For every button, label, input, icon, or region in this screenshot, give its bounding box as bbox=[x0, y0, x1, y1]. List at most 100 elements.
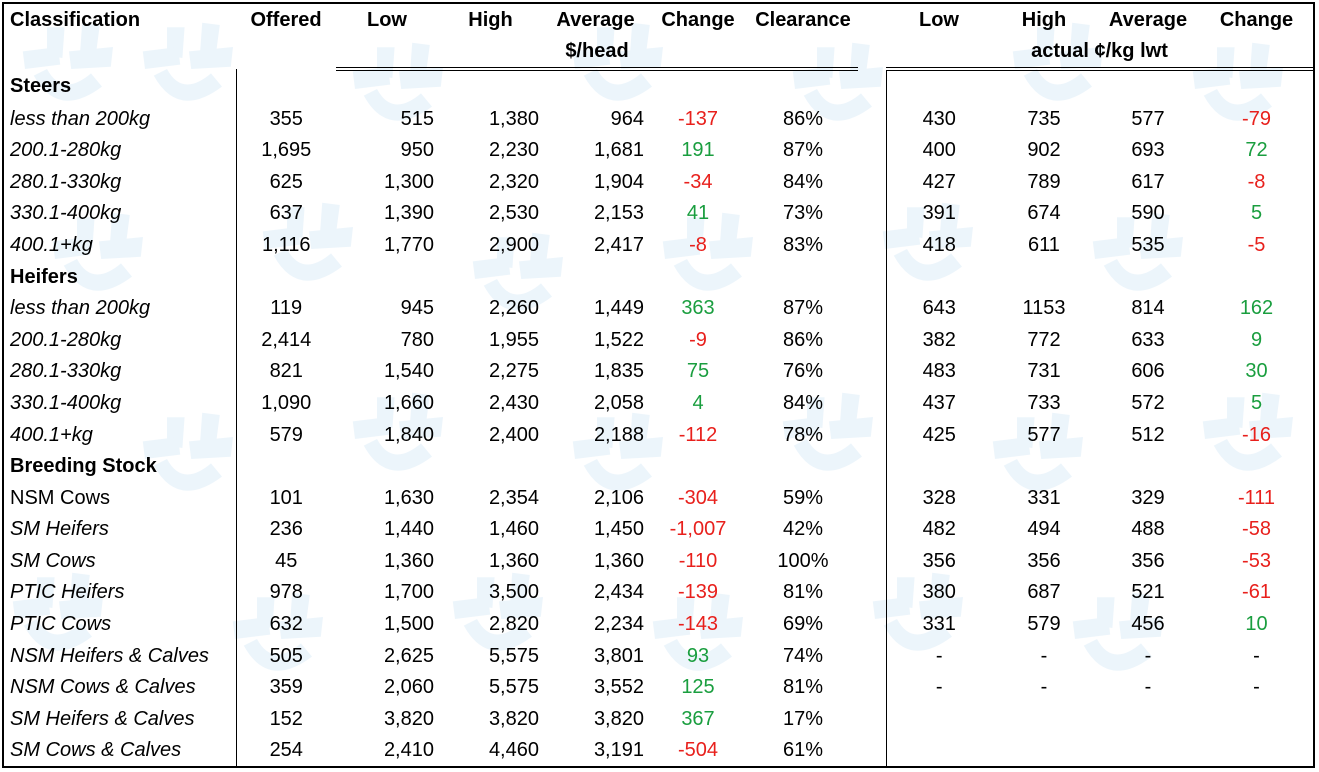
table-row: 330.1-400kg 637 1,390 2,530 2,153 41 73% 391 674… bbox=[4, 197, 1313, 230]
kg-change-cell: -5 bbox=[1247, 233, 1266, 256]
gap-cell bbox=[858, 608, 886, 640]
kg-change-cell: - bbox=[1253, 676, 1260, 699]
header-kg-high: High bbox=[1021, 8, 1067, 31]
clearance-cell: 59% bbox=[782, 486, 824, 509]
clearance-cell: 86% bbox=[782, 328, 824, 351]
change-cell: -137 bbox=[677, 107, 719, 130]
low-cell: 945 bbox=[400, 297, 434, 320]
gap-cell bbox=[858, 577, 886, 609]
average-cell: 2,058 bbox=[593, 391, 644, 414]
change-cell: -112 bbox=[678, 423, 718, 446]
table-row: SM Heifers & Calves 152 3,820 3,820 3,820 367… bbox=[4, 703, 1313, 735]
clearance-cell: 83% bbox=[782, 233, 824, 256]
gap-cell bbox=[858, 482, 886, 514]
gap-cell bbox=[858, 166, 886, 198]
header-change: Change bbox=[661, 8, 735, 31]
kg-average-cell: 535 bbox=[1131, 233, 1165, 256]
clearance-cell: 69% bbox=[782, 613, 824, 636]
kg-average-cell: 456 bbox=[1131, 613, 1165, 636]
kg-low-cell: 418 bbox=[885, 229, 992, 261]
row-label: 330.1-400kg bbox=[10, 391, 122, 414]
empty-cell bbox=[992, 450, 1096, 482]
high-cell: 3,820 bbox=[488, 707, 539, 730]
average-cell: 2,153 bbox=[593, 202, 644, 225]
kg-high-cell: 674 bbox=[1027, 202, 1061, 225]
low-cell: 950 bbox=[400, 139, 434, 162]
change-cell: -110 bbox=[678, 549, 718, 572]
change-cell: 367 bbox=[681, 707, 715, 730]
low-cell: 2,410 bbox=[383, 739, 434, 762]
low-cell: 1,540 bbox=[383, 360, 434, 383]
offered-cell: 1,116 bbox=[235, 229, 336, 261]
low-cell: 1,700 bbox=[383, 581, 434, 604]
average-cell: 2,234 bbox=[593, 613, 644, 636]
low-cell: 3,820 bbox=[383, 707, 434, 730]
low-cell: 1,770 bbox=[383, 233, 434, 256]
high-cell: 1,380 bbox=[488, 107, 539, 130]
header-clearance: Clearance bbox=[755, 8, 851, 31]
kg-high-cell: 579 bbox=[1027, 613, 1061, 636]
average-cell: 1,835 bbox=[593, 360, 644, 383]
empty-cell bbox=[336, 69, 438, 103]
table-row: less than 200kg 355 515 1,380 964 -137 86% 430 7… bbox=[4, 102, 1313, 135]
section-title: Heifers bbox=[10, 265, 78, 288]
clearance-cell: 73% bbox=[782, 202, 824, 225]
change-cell: 125 bbox=[681, 676, 715, 699]
kg-low-cell bbox=[885, 734, 992, 766]
clearance-cell: 78% bbox=[782, 423, 824, 446]
empty-cell bbox=[438, 69, 543, 103]
kg-low-cell: 483 bbox=[885, 355, 992, 388]
kg-high-cell: 735 bbox=[1027, 107, 1061, 130]
change-cell: -143 bbox=[677, 613, 719, 636]
section-title: Breeding Stock bbox=[10, 455, 157, 478]
gap-cell bbox=[858, 735, 886, 766]
empty-cell bbox=[1200, 69, 1313, 103]
row-label: SM Heifers bbox=[10, 518, 109, 541]
clearance-cell: 17% bbox=[782, 707, 824, 730]
row-label: less than 200kg bbox=[10, 107, 151, 130]
clearance-cell: 87% bbox=[782, 139, 824, 162]
average-cell: 1,449 bbox=[593, 297, 644, 320]
unit-row: $/head actual ¢/kg lwt bbox=[4, 35, 1313, 72]
average-cell: 3,820 bbox=[593, 707, 644, 730]
table-row: 200.1-280kg 2,414 780 1,955 1,522 -9 86% 382 772… bbox=[4, 323, 1313, 356]
low-cell: 2,625 bbox=[383, 644, 434, 667]
header-kg-change: Change bbox=[1219, 8, 1294, 31]
change-cell: 75 bbox=[686, 360, 710, 383]
kg-average-cell: - bbox=[1144, 644, 1152, 667]
change-cell: -34 bbox=[683, 170, 713, 193]
offered-cell: 1,695 bbox=[235, 134, 336, 166]
kg-high-cell: 733 bbox=[1027, 391, 1061, 414]
high-cell: 2,275 bbox=[488, 360, 539, 383]
kg-change-cell: 162 bbox=[1239, 297, 1274, 320]
change-cell: 41 bbox=[686, 202, 710, 225]
kg-change-cell: 30 bbox=[1245, 360, 1268, 383]
gap-cell bbox=[858, 703, 886, 735]
kg-average-cell: 512 bbox=[1131, 423, 1165, 446]
clearance-cell: 81% bbox=[782, 581, 824, 604]
offered-cell: 821 bbox=[235, 355, 336, 388]
kg-average-cell: 606 bbox=[1131, 360, 1165, 383]
average-cell: 1,522 bbox=[593, 328, 644, 351]
table-row: NSM Heifers & Calves 505 2,625 5,575 3,801 93… bbox=[4, 639, 1313, 672]
header-average: Average bbox=[556, 8, 635, 31]
section-header-row: Breeding Stock bbox=[4, 450, 1313, 482]
offered-cell: 119 bbox=[235, 292, 336, 324]
kg-change-cell: 9 bbox=[1250, 328, 1263, 351]
kg-average-cell: 693 bbox=[1131, 139, 1165, 162]
offered-cell: 637 bbox=[235, 197, 336, 230]
offered-cell: 505 bbox=[235, 639, 336, 672]
gap-cell bbox=[858, 292, 886, 324]
low-cell: 1,840 bbox=[383, 423, 434, 446]
kg-high-cell: 1153 bbox=[1022, 297, 1066, 320]
high-cell: 2,260 bbox=[488, 297, 539, 320]
average-cell: 1,450 bbox=[593, 518, 644, 541]
kg-average-cell: - bbox=[1144, 676, 1152, 699]
clearance-cell: 61% bbox=[782, 739, 824, 762]
header-kg-average: Average bbox=[1108, 8, 1188, 31]
kg-change-cell: -79 bbox=[1242, 107, 1271, 130]
table-row: NSM Cows & Calves 359 2,060 5,575 3,552 125 81… bbox=[4, 671, 1313, 704]
clearance-cell: 76% bbox=[782, 360, 824, 383]
kg-low-cell: 328 bbox=[885, 481, 992, 514]
